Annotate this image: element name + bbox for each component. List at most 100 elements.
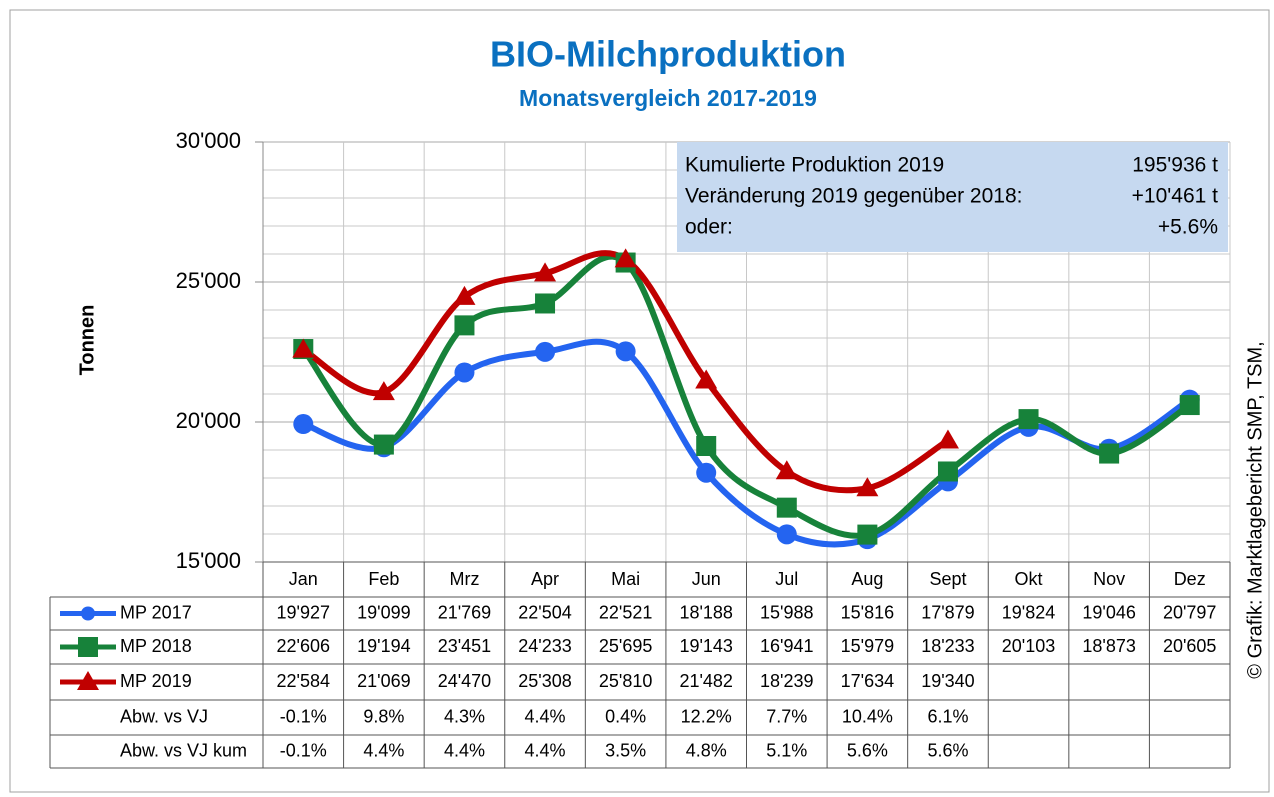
- marker: [81, 606, 95, 621]
- table-value: 5.6%: [847, 740, 888, 760]
- marker: [454, 315, 475, 336]
- table-value: 17'634: [841, 671, 895, 691]
- marker: [857, 524, 878, 545]
- table-value: 22'584: [277, 671, 331, 691]
- table-value: 15'979: [841, 636, 895, 656]
- legend-label: MP 2017: [120, 602, 192, 622]
- table-value: 6.1%: [927, 706, 968, 726]
- table-value: 21'069: [357, 671, 411, 691]
- marker: [292, 338, 315, 358]
- table-value: 10.4%: [842, 706, 893, 726]
- legend-marker: [81, 606, 95, 621]
- info-value: 195'936 t: [1132, 154, 1218, 177]
- x-tick-label: Jan: [289, 569, 318, 589]
- y-tick-label: 20'000: [176, 408, 241, 433]
- marker: [453, 285, 476, 305]
- x-tick-label: Aug: [851, 569, 883, 589]
- table-value: 24'470: [438, 671, 492, 691]
- table-value: 4.3%: [444, 706, 485, 726]
- x-tick-label: Sept: [929, 569, 966, 589]
- table-value: 9.8%: [363, 706, 404, 726]
- marker: [856, 477, 879, 497]
- info-label: Kumulierte Produktion 2019: [685, 154, 944, 177]
- table-value: 0.4%: [605, 706, 646, 726]
- marker: [776, 497, 797, 518]
- y-tick-label: 30'000: [176, 128, 241, 153]
- x-tick-label: Mai: [611, 569, 640, 589]
- marker: [1099, 443, 1120, 464]
- table-value: 4.8%: [686, 740, 727, 760]
- table-value: 7.7%: [766, 706, 807, 726]
- table-value: 19'046: [1082, 602, 1136, 622]
- table-value: 19'927: [277, 602, 331, 622]
- table-value: 23'451: [438, 636, 492, 656]
- info-label: Veränderung 2019 gegenüber 2018:: [685, 185, 1022, 208]
- marker: [696, 435, 717, 456]
- x-tick-label: Jun: [692, 569, 721, 589]
- marker: [696, 462, 717, 483]
- table-row-label: Abw. vs VJ: [120, 706, 208, 726]
- table-value: 18'188: [679, 602, 733, 622]
- legend-label: MP 2019: [120, 671, 192, 691]
- x-tick-label: Jul: [775, 569, 798, 589]
- y-axis-label: Tonnen: [76, 305, 98, 376]
- table-value: 22'521: [599, 602, 653, 622]
- chart-border: [9, 9, 1270, 793]
- marker: [1018, 409, 1039, 430]
- legend-label: MP 2018: [120, 636, 192, 656]
- table-value: 20'103: [1002, 636, 1056, 656]
- table-value: 19'340: [921, 671, 975, 691]
- info-box: [677, 142, 1228, 252]
- info-value: +5.6%: [1158, 216, 1218, 239]
- table-value: 25'695: [599, 636, 653, 656]
- marker: [1179, 395, 1200, 416]
- x-tick-label: Mrz: [449, 569, 479, 589]
- table-row-label: Abw. vs VJ kum: [120, 740, 247, 760]
- legend-marker: [78, 637, 98, 657]
- x-tick-label: Nov: [1093, 569, 1125, 589]
- table-value: 5.6%: [927, 740, 968, 760]
- table-value: -0.1%: [280, 740, 327, 760]
- table-value: 20'797: [1163, 602, 1217, 622]
- table-value: 22'606: [277, 636, 331, 656]
- marker: [937, 461, 958, 482]
- y-tick-label: 25'000: [176, 268, 241, 293]
- table-value: 22'504: [518, 602, 572, 622]
- x-tick-label: Apr: [531, 569, 559, 589]
- table-value: 19'194: [357, 636, 411, 656]
- marker: [454, 362, 475, 383]
- legend-marker: [77, 671, 99, 690]
- x-tick-label: Okt: [1015, 569, 1043, 589]
- marker: [373, 434, 394, 455]
- marker: [614, 248, 637, 268]
- table-value: 25'810: [599, 671, 653, 691]
- marker: [776, 524, 797, 545]
- table-value: 25'308: [518, 671, 572, 691]
- table-value: 5.1%: [766, 740, 807, 760]
- table-value: 4.4%: [363, 740, 404, 760]
- marker: [695, 369, 718, 389]
- table-value: 18'239: [760, 671, 814, 691]
- info-value: +10'461 t: [1132, 185, 1219, 208]
- marker: [535, 341, 556, 362]
- table-value: 4.4%: [525, 740, 566, 760]
- chart-title: BIO-Milchproduktion: [490, 34, 846, 75]
- table-value: 19'099: [357, 602, 411, 622]
- table-value: 18'233: [921, 636, 975, 656]
- table-value: 15'816: [841, 602, 895, 622]
- table-value: 19'824: [1002, 602, 1056, 622]
- table-value: 18'873: [1082, 636, 1136, 656]
- marker: [372, 381, 395, 401]
- marker: [78, 637, 98, 657]
- table-value: 21'769: [438, 602, 492, 622]
- source-note: © Grafik: Marktlagebericht SMP, TSM,: [1244, 341, 1266, 678]
- table-value: 24'233: [518, 636, 572, 656]
- table-value: -0.1%: [280, 706, 327, 726]
- table-value: 20'605: [1163, 636, 1217, 656]
- table-value: 16'941: [760, 636, 814, 656]
- y-tick-label: 15'000: [176, 548, 241, 573]
- table-value: 4.4%: [525, 706, 566, 726]
- x-tick-label: Feb: [368, 569, 399, 589]
- marker: [775, 460, 798, 480]
